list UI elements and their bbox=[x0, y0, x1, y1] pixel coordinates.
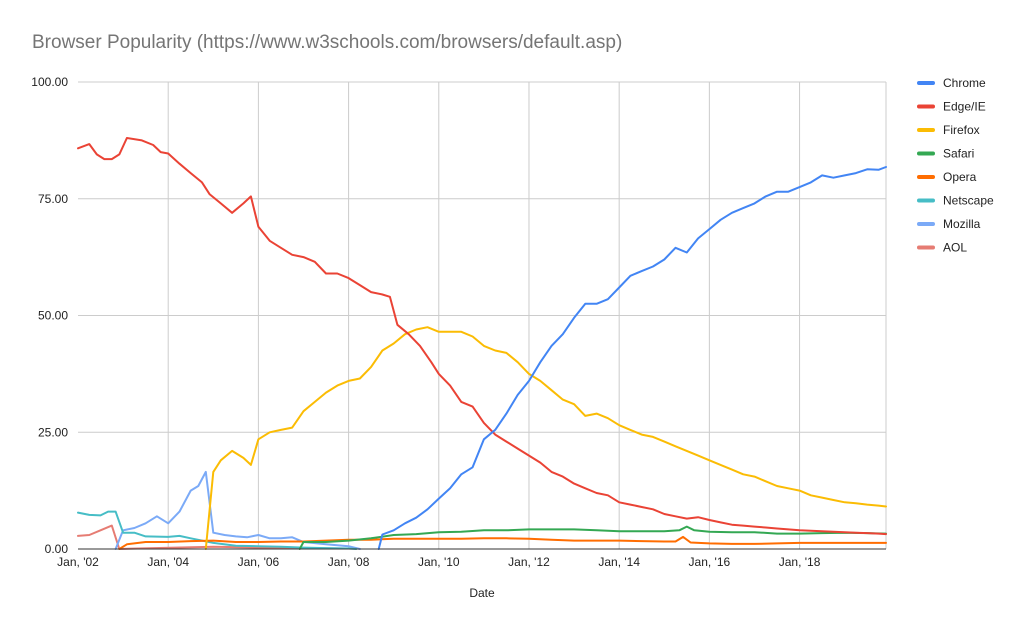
series-line-opera bbox=[118, 535, 887, 550]
legend-label: Edge/IE bbox=[943, 100, 986, 114]
legend-item-mozilla[interactable]: Mozilla bbox=[917, 217, 981, 231]
legend-item-opera[interactable]: Opera bbox=[917, 170, 977, 184]
legend-item-chrome[interactable]: Chrome bbox=[917, 76, 986, 90]
x-tick-label: Jan, '10 bbox=[418, 555, 460, 569]
y-tick-label: 100.00 bbox=[31, 75, 68, 89]
y-tick-label: 25.00 bbox=[38, 425, 68, 439]
x-axis-title: Date bbox=[469, 586, 495, 600]
x-tick-label: Jan, '08 bbox=[328, 555, 370, 569]
series-line-mozilla bbox=[114, 470, 361, 550]
series-lines bbox=[77, 137, 887, 550]
legend-label: Chrome bbox=[943, 76, 986, 90]
x-axis-ticks: Jan, '02 Jan, '04 Jan, '06 Jan, '08 Jan, '10… bbox=[57, 555, 821, 569]
legend[interactable]: Chrome Edge/IE Firefox Safari Opera Netscape M… bbox=[917, 76, 994, 255]
y-axis-ticks: 0.00 25.00 50.00 75.00 100.00 bbox=[31, 75, 68, 556]
x-tick-label: Jan, '12 bbox=[508, 555, 550, 569]
y-tick-label: 50.00 bbox=[38, 309, 68, 323]
x-tick-label: Jan, '18 bbox=[779, 555, 821, 569]
series-line-chrome bbox=[377, 166, 887, 550]
legend-item-firefox[interactable]: Firefox bbox=[917, 123, 980, 137]
legend-label: Opera bbox=[943, 170, 977, 184]
series-line-netscape bbox=[77, 510, 358, 550]
x-tick-label: Jan, '04 bbox=[147, 555, 189, 569]
legend-label: AOL bbox=[943, 241, 967, 255]
y-tick-label: 75.00 bbox=[38, 192, 68, 206]
legend-label: Safari bbox=[943, 147, 974, 161]
chart-title: Browser Popularity (https://www.w3school… bbox=[32, 32, 623, 53]
series-line-firefox bbox=[204, 326, 887, 550]
legend-item-safari[interactable]: Safari bbox=[917, 147, 974, 161]
x-tick-label: Jan, '16 bbox=[689, 555, 731, 569]
legend-item-aol[interactable]: AOL bbox=[917, 241, 967, 255]
y-tick-label: 0.00 bbox=[45, 542, 69, 556]
legend-item-edge-ie[interactable]: Edge/IE bbox=[917, 100, 986, 114]
x-tick-label: Jan, '14 bbox=[598, 555, 640, 569]
legend-label: Mozilla bbox=[943, 217, 981, 231]
series-line-safari bbox=[298, 525, 887, 550]
grid-lines bbox=[78, 81, 887, 549]
legend-label: Firefox bbox=[943, 123, 980, 137]
x-tick-label: Jan, '06 bbox=[238, 555, 280, 569]
x-tick-label: Jan, '02 bbox=[57, 555, 99, 569]
legend-item-netscape[interactable]: Netscape bbox=[917, 194, 994, 208]
series-line-edge-ie bbox=[77, 137, 887, 536]
legend-label: Netscape bbox=[943, 194, 994, 208]
